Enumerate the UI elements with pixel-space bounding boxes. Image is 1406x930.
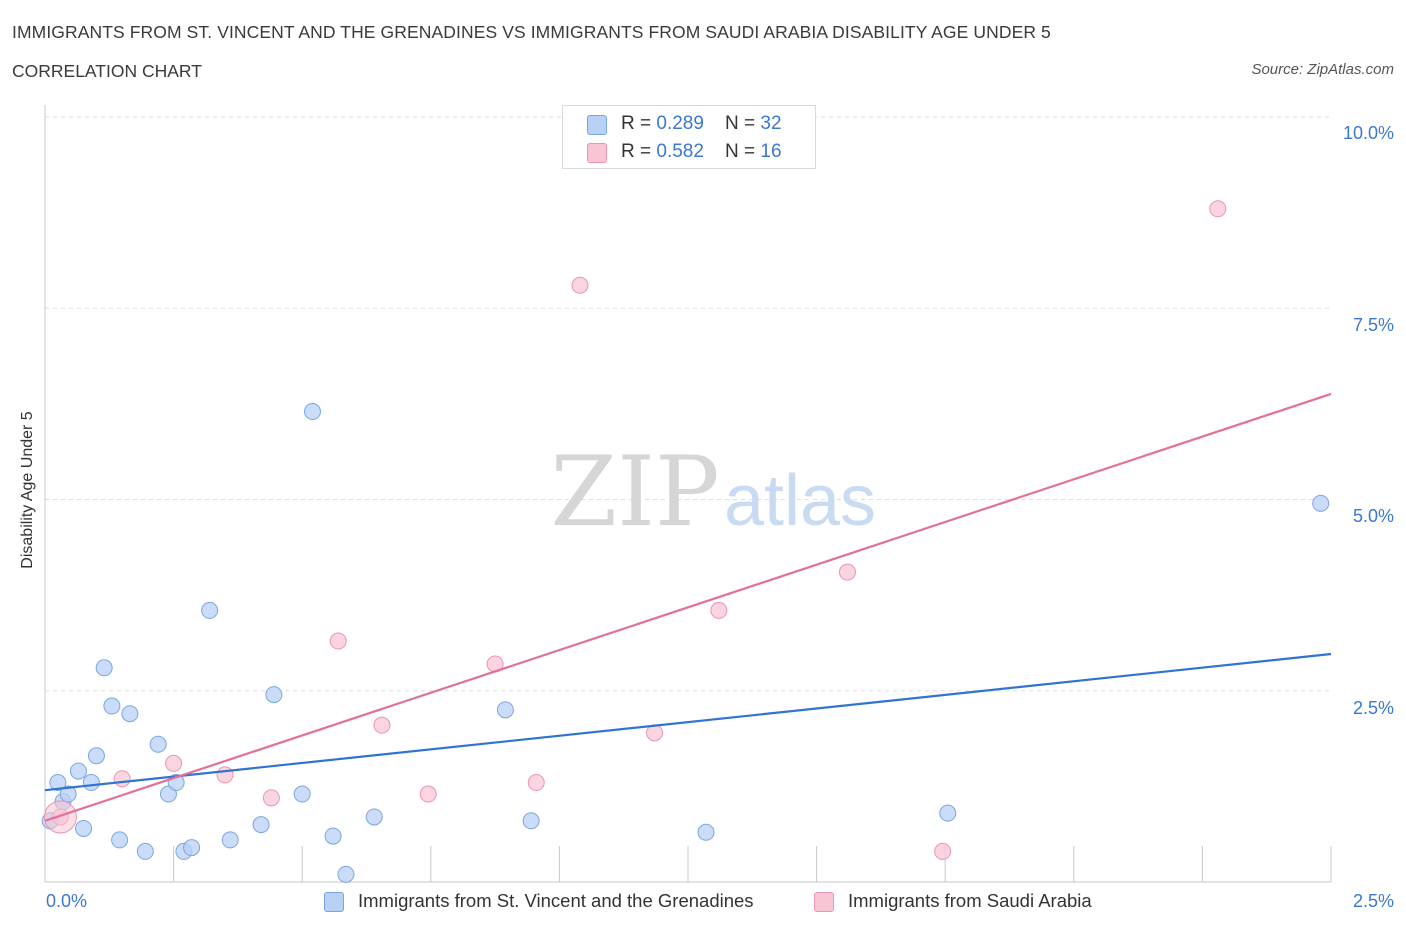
x-tick-label-min: 0.0% <box>46 891 88 911</box>
point-st-vincent <box>75 819 93 837</box>
r-value: 0.289 <box>656 113 704 134</box>
point-st-vincent <box>496 701 514 719</box>
point-st-vincent <box>252 816 270 834</box>
y-tick-label-2.5: 2.5% <box>1352 698 1394 718</box>
watermark-layer: ZIP atlas <box>550 436 876 548</box>
r-value: 0.582 <box>656 141 704 162</box>
point-st-vincent <box>522 812 540 830</box>
r-label: R = <box>621 141 657 162</box>
source-credit: Source: ZipAtlas.com <box>1251 61 1394 78</box>
point-st-vincent <box>1312 494 1330 512</box>
grid-layer <box>45 116 1331 692</box>
point-saudi-arabia <box>571 276 589 294</box>
blue-swatch <box>324 892 344 912</box>
point-st-vincent <box>136 842 154 860</box>
watermark-zip: ZIP <box>550 436 719 548</box>
point-saudi-arabia-cluster <box>43 800 77 834</box>
n-value: 16 <box>760 141 782 162</box>
stats-legend: R = 0.289 N = 32 R = 0.582 N = 16 <box>562 105 816 169</box>
legend-label: Immigrants from Saudi Arabia <box>848 890 1092 911</box>
n-label: N = <box>725 141 761 162</box>
trend-line-saudi-arabia <box>44 392 1332 822</box>
point-st-vincent <box>121 705 139 723</box>
point-st-vincent <box>59 785 77 803</box>
y-tick-label-7.5: 7.5% <box>1352 315 1394 335</box>
pink-swatch <box>587 143 607 163</box>
point-saudi-arabia <box>216 766 234 784</box>
point-st-vincent <box>103 697 121 715</box>
point-st-vincent <box>87 747 105 765</box>
point-saudi-arabia <box>165 754 183 772</box>
watermark-atlas: atlas <box>724 461 876 541</box>
trend-line-st-vincent <box>44 652 1332 792</box>
chart-subtitle: CORRELATION CHART <box>12 61 202 81</box>
axis-layer <box>44 105 1332 883</box>
chart-title: IMMIGRANTS FROM ST. VINCENT AND THE GREN… <box>12 22 1051 42</box>
point-st-vincent <box>82 774 100 792</box>
point-st-vincent <box>939 804 957 822</box>
legend-label: Immigrants from St. Vincent and the Gren… <box>358 890 754 911</box>
point-saudi-arabia <box>1209 200 1227 218</box>
point-st-vincent <box>221 831 239 849</box>
r-label: R = <box>621 113 657 134</box>
point-st-vincent <box>697 823 715 841</box>
n-value: 32 <box>760 113 782 134</box>
point-saudi-arabia <box>113 770 131 788</box>
point-st-vincent <box>201 601 219 619</box>
y-tick-label-5: 5.0% <box>1352 506 1394 526</box>
point-st-vincent <box>265 686 283 704</box>
blue-swatch <box>587 115 607 135</box>
n-label: N = <box>725 113 761 134</box>
point-st-vincent <box>303 403 321 421</box>
point-st-vincent <box>324 827 342 845</box>
point-st-vincent <box>337 865 355 883</box>
point-saudi-arabia <box>329 632 347 650</box>
point-st-vincent <box>365 808 383 826</box>
point-saudi-arabia <box>527 774 545 792</box>
point-st-vincent <box>293 785 311 803</box>
point-saudi-arabia <box>373 716 391 734</box>
point-st-vincent <box>69 762 87 780</box>
x-tick-label-max: 2.5% <box>1352 891 1394 911</box>
point-st-vincent <box>49 774 67 792</box>
point-saudi-arabia <box>419 785 437 803</box>
trend-layer <box>44 392 1332 822</box>
y-tick-label-10: 10.0% <box>1342 123 1394 143</box>
points-layer <box>41 200 1330 883</box>
point-saudi-arabia <box>710 601 728 619</box>
point-st-vincent <box>183 839 201 857</box>
point-saudi-arabia <box>262 789 280 807</box>
point-saudi-arabia <box>934 842 952 860</box>
point-st-vincent <box>95 659 113 677</box>
point-st-vincent <box>111 831 129 849</box>
point-saudi-arabia <box>838 563 856 581</box>
point-st-vincent <box>149 735 167 753</box>
pink-swatch <box>814 892 834 912</box>
